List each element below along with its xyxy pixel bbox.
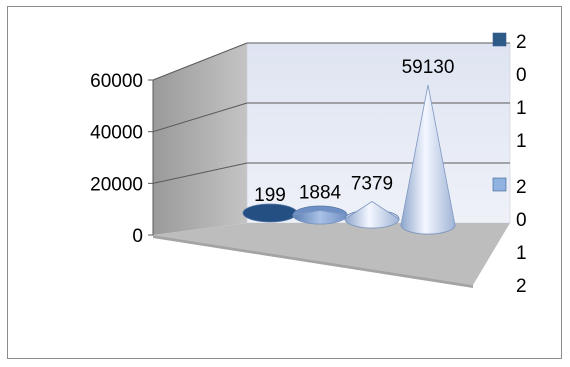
floor: [153, 223, 510, 285]
data-label: 199: [254, 185, 286, 206]
gridlines: [152, 42, 510, 184]
data-label: 1884: [299, 183, 342, 204]
legend-label: 2: [516, 177, 527, 198]
back-wall: [246, 42, 511, 224]
legend: 2 0 1 1 2 0 1 2: [492, 32, 527, 297]
legend-label: 0: [516, 210, 527, 231]
floor-front-edge: [153, 235, 473, 288]
y-tick-label: 0: [132, 226, 143, 247]
legend-label: 1: [516, 131, 527, 152]
gridline-side: [152, 42, 248, 81]
y-axis: 0 20000 40000 60000: [90, 71, 154, 247]
legend-label: 2: [516, 276, 527, 297]
legend-label: 2: [516, 32, 527, 53]
y-tick-label: 60000: [90, 71, 143, 92]
y-tick-label: 40000: [90, 123, 143, 144]
cone-base: [242, 203, 298, 223]
data-label: 7379: [351, 174, 393, 195]
cone: [344, 201, 400, 229]
side-wall: [153, 43, 247, 235]
legend-swatch: [492, 177, 507, 192]
legend-swatch: [492, 32, 507, 47]
cones: [242, 84, 456, 235]
y-tick-label: 20000: [90, 174, 143, 195]
data-labels: 199 1884 7379 59130: [254, 57, 454, 206]
legend-label: 1: [516, 98, 527, 119]
legend-label: 0: [516, 65, 527, 86]
gridline-side: [152, 162, 248, 184]
legend-label: 1: [516, 243, 527, 264]
cone: [400, 84, 456, 235]
gridline-side: [152, 102, 248, 133]
data-label: 59130: [402, 57, 455, 78]
